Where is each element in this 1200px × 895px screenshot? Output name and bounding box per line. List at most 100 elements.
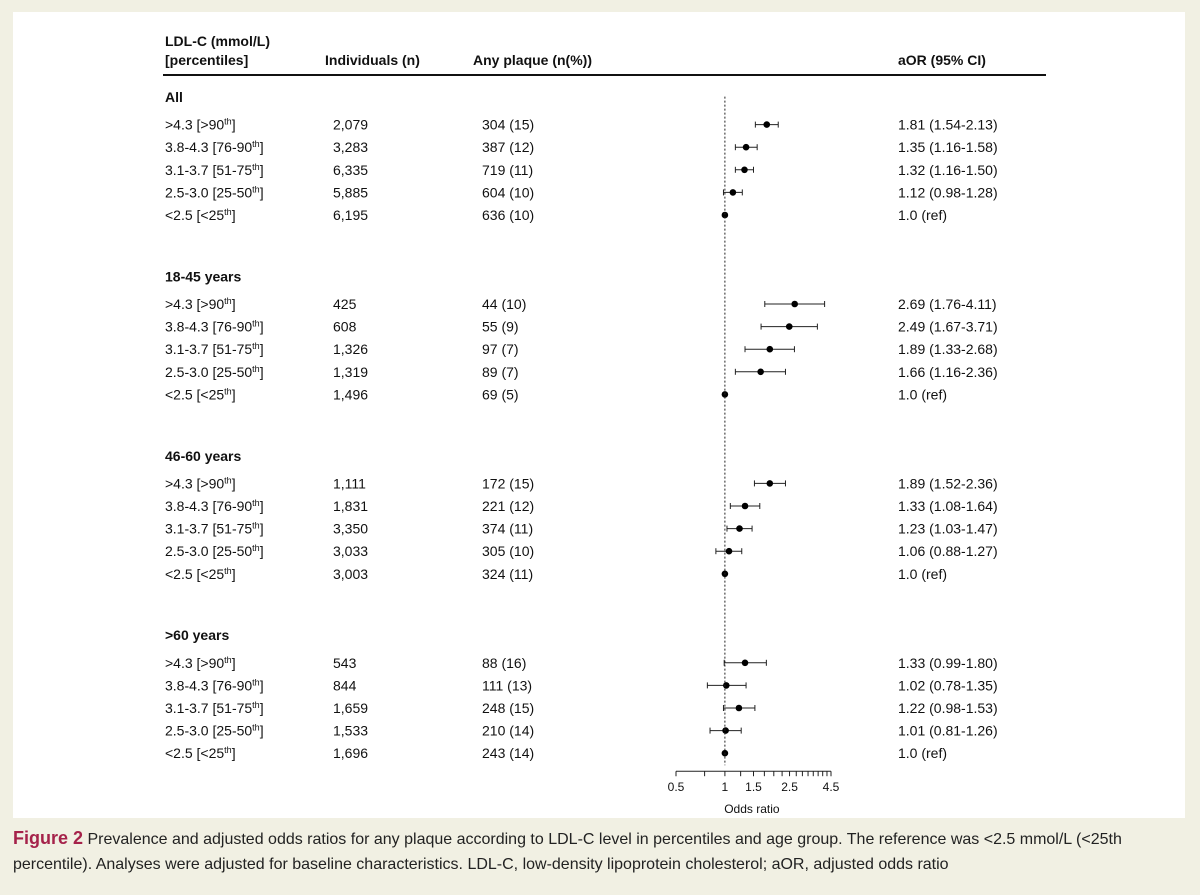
percentile-label: 3.1-3.7 [51-75th] [165,700,264,716]
plaque-value: 374 (11) [482,521,533,537]
group-label: 18-45 years [165,268,242,284]
percentile-label: >4.3 [>90th] [165,296,236,312]
individuals-value: 608 [333,319,357,335]
plaque-value: 55 (9) [482,319,519,335]
header-ldl-line2: [percentiles] [165,52,248,68]
plaque-value: 324 (11) [482,566,533,582]
aor-value: 1.81 (1.54-2.13) [898,117,998,133]
odds-ratio-point [735,704,743,712]
percentile-label: 2.5-3.0 [25-50th] [165,723,264,739]
x-axis: 0.5 1 1.5 2.5 4.5 Odds ratio [668,770,840,816]
individuals-value: 6,195 [333,207,368,223]
percentile-label: 3.8-4.3 [76-90th] [165,498,264,514]
header-ldl-line1: LDL-C (mmol/L) [165,33,270,49]
group-label: 46-60 years [165,448,242,464]
percentile-label: 3.8-4.3 [76-90th] [165,319,264,335]
odds-ratio-point [741,166,748,174]
plaque-value: 719 (11) [482,162,533,178]
plot-area [706,96,826,766]
percentile-label: 3.1-3.7 [51-75th] [165,341,264,357]
plaque-value: 304 (15) [482,117,534,133]
percentile-label: 3.1-3.7 [51-75th] [165,521,264,537]
odds-ratio-point [722,682,730,689]
header-individuals: Individuals (n) [325,52,420,68]
plaque-value: 221 (12) [482,498,534,514]
figure-label: Figure 2 [13,828,84,848]
aor-value: 2.69 (1.76-4.11) [898,296,997,312]
odds-ratio-point [736,525,743,532]
axis-tick-label: 4.5 [823,780,840,794]
aor-value: 1.22 (0.98-1.53) [898,700,998,716]
individuals-value: 1,831 [333,498,368,514]
plaque-value: 305 (10) [482,543,534,559]
axis-tick-label: 2.5 [781,780,798,794]
individuals-value: 1,326 [333,341,368,357]
individuals-value: 3,283 [333,139,368,155]
percentile-label: >4.3 [>90th] [165,655,236,671]
aor-value: 1.89 (1.33-2.68) [898,341,998,357]
individuals-value: 1,496 [333,386,368,402]
x-axis-label: Odds ratio [724,802,780,816]
aor-value: 1.66 (1.16-2.36) [898,364,998,380]
percentile-label: <2.5 [<25th] [165,386,236,402]
aor-value: 1.01 (0.81-1.26) [898,723,998,739]
individuals-value: 6,335 [333,162,368,178]
individuals-value: 543 [333,655,357,671]
odds-ratio-point [742,143,750,151]
plaque-value: 89 (7) [482,364,519,380]
plaque-value: 604 (10) [482,184,534,200]
odds-ratio-point [785,323,793,330]
aor-value: 1.35 (1.16-1.58) [898,139,998,155]
table-body: All >4.3 [>90th] 2,079 304 (15) 1.81 (1.54-2… [165,89,998,761]
aor-value: 1.23 (1.03-1.47) [898,521,998,537]
percentile-label: <2.5 [<25th] [165,566,236,582]
individuals-value: 1,533 [333,723,368,739]
caption-text: Prevalence and adjusted odds ratios for … [13,831,1122,873]
individuals-value: 844 [333,677,357,693]
plaque-value: 387 (12) [482,139,534,155]
percentile-label: 2.5-3.0 [25-50th] [165,364,264,380]
plaque-value: 248 (15) [482,700,534,716]
percentile-label: <2.5 [<25th] [165,745,236,761]
axis-tick-label: 1 [722,780,729,794]
odds-ratio-point [766,345,774,353]
aor-value: 1.12 (0.98-1.28) [898,184,998,200]
plaque-value: 97 (7) [482,341,519,357]
aor-value: 1.89 (1.52-2.36) [898,475,998,491]
plaque-value: 69 (5) [482,386,519,402]
percentile-label: >4.3 [>90th] [165,117,236,133]
plaque-value: 172 (15) [482,475,534,491]
percentile-label: <2.5 [<25th] [165,207,236,223]
individuals-value: 425 [333,296,357,312]
forest-plot: LDL-C (mmol/L) [percentiles] Individuals… [163,33,1046,816]
odds-ratio-point [725,547,733,555]
plaque-value: 88 (16) [482,655,526,671]
group-label: >60 years [165,627,229,643]
axis-tick-label: 1.5 [745,780,762,794]
individuals-value: 2,079 [333,117,368,133]
odds-ratio-point [741,659,749,667]
figure-panel: LDL-C (mmol/L) [percentiles] Individuals… [13,12,1185,818]
aor-value: 2.49 (1.67-3.71) [898,319,998,335]
odds-ratio-point [766,480,774,487]
percentile-label: 2.5-3.0 [25-50th] [165,543,264,559]
figure-caption: Figure 2 Prevalence and adjusted odds ra… [13,826,1185,877]
aor-value: 1.33 (1.08-1.64) [898,498,998,514]
percentile-label: 3.8-4.3 [76-90th] [165,677,264,693]
aor-value: 1.0 (ref) [898,566,947,582]
odds-ratio-point [729,189,737,196]
plaque-value: 243 (14) [482,745,534,761]
percentile-label: 2.5-3.0 [25-50th] [165,184,264,200]
header-aor: aOR (95% CI) [898,52,986,68]
individuals-value: 3,350 [333,521,368,537]
plaque-value: 210 (14) [482,723,534,739]
odds-ratio-point [763,121,771,128]
plaque-value: 111 (13) [482,677,532,693]
aor-value: 1.06 (0.88-1.27) [898,543,998,559]
odds-ratio-point [722,727,729,734]
group-label: All [165,89,183,105]
individuals-value: 1,319 [333,364,368,380]
odds-ratio-point [741,502,749,510]
aor-value: 1.02 (0.78-1.35) [898,677,998,693]
table-header: LDL-C (mmol/L) [percentiles] Individuals… [163,33,1046,76]
